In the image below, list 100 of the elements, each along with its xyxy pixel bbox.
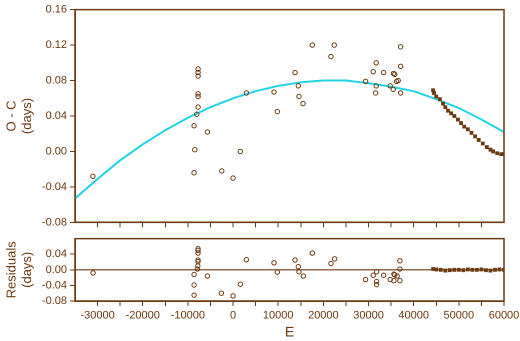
point xyxy=(374,60,379,66)
point xyxy=(443,105,448,110)
point xyxy=(292,70,298,76)
point xyxy=(388,83,393,89)
point xyxy=(480,142,485,146)
point xyxy=(90,174,96,179)
point xyxy=(452,114,456,118)
x-tick-label: -20000 xyxy=(126,310,160,322)
point xyxy=(191,272,197,278)
point xyxy=(332,256,338,262)
point xyxy=(292,257,298,263)
point xyxy=(441,102,445,106)
x-tick-label: 60000 xyxy=(488,310,520,322)
point xyxy=(462,124,466,129)
point xyxy=(388,276,393,282)
point xyxy=(194,266,200,272)
point xyxy=(398,64,404,70)
x-tick-label: 30000 xyxy=(353,310,384,322)
point xyxy=(191,282,197,288)
point xyxy=(271,260,277,266)
point xyxy=(397,258,403,264)
point xyxy=(296,94,302,100)
point xyxy=(380,70,386,76)
point xyxy=(195,250,201,256)
point xyxy=(90,270,96,276)
point xyxy=(432,91,436,95)
point xyxy=(470,130,474,135)
point xyxy=(449,111,454,116)
point xyxy=(244,90,250,96)
point xyxy=(195,70,201,76)
x-axis-title: E xyxy=(284,323,294,340)
y-tick-label: -0.04 xyxy=(42,279,67,292)
point xyxy=(484,145,489,149)
point xyxy=(230,293,236,299)
point xyxy=(362,276,368,282)
point xyxy=(218,290,224,296)
point xyxy=(391,278,397,284)
y-tick-label: -0.04 xyxy=(42,180,67,193)
point xyxy=(446,108,450,113)
point xyxy=(271,89,277,95)
point xyxy=(434,94,438,98)
point xyxy=(296,269,302,274)
point xyxy=(195,94,201,100)
point xyxy=(374,269,380,274)
point xyxy=(191,123,197,128)
point xyxy=(394,273,400,279)
point xyxy=(380,272,386,278)
x-tick-label: -10000 xyxy=(170,310,206,322)
point xyxy=(398,90,404,96)
point xyxy=(195,73,201,79)
point xyxy=(456,118,460,122)
point xyxy=(192,146,198,152)
point xyxy=(194,112,200,117)
y-axis-title: O - C (days) xyxy=(3,98,34,134)
point xyxy=(374,278,380,284)
x-tick-label: 40000 xyxy=(398,310,429,322)
point xyxy=(332,42,337,48)
y-tick-label: -0.08 xyxy=(42,216,67,228)
point xyxy=(370,272,376,278)
y-axis-title: Residuals (days) xyxy=(3,240,34,298)
y-tick-label: 0.00 xyxy=(46,146,67,158)
x-tick-label: 50000 xyxy=(444,310,474,322)
y-tick-label: 0.16 xyxy=(46,4,67,16)
point xyxy=(473,134,478,138)
point xyxy=(466,127,470,132)
point xyxy=(300,100,306,106)
point xyxy=(374,282,380,288)
point xyxy=(195,91,201,97)
point xyxy=(397,266,403,272)
point xyxy=(372,90,378,96)
point xyxy=(491,150,496,154)
point xyxy=(274,108,280,114)
x-tick-label: 0 xyxy=(230,310,236,322)
point xyxy=(238,148,244,154)
x-tick-label: 10000 xyxy=(262,310,294,322)
point xyxy=(195,66,201,72)
point xyxy=(244,256,250,262)
point xyxy=(238,282,244,287)
x-tick-label: -30000 xyxy=(80,310,115,322)
point xyxy=(397,278,403,284)
point xyxy=(195,104,201,110)
point xyxy=(390,86,396,92)
y-tick-label: 0.08 xyxy=(46,74,67,87)
point xyxy=(204,129,210,135)
point xyxy=(370,68,376,74)
y-tick-label: 0.12 xyxy=(46,39,67,52)
point xyxy=(191,292,197,298)
point xyxy=(438,97,442,102)
point xyxy=(374,83,379,89)
y-tick-label: 0.00 xyxy=(46,264,67,276)
y-tick-label: 0.04 xyxy=(46,110,67,122)
point xyxy=(195,263,201,269)
point xyxy=(300,273,306,279)
point xyxy=(296,83,302,89)
point xyxy=(328,260,334,266)
point xyxy=(328,54,334,60)
point xyxy=(219,168,224,174)
point xyxy=(204,273,210,279)
point xyxy=(476,138,481,142)
y-tick-label: 0.04 xyxy=(46,248,67,260)
